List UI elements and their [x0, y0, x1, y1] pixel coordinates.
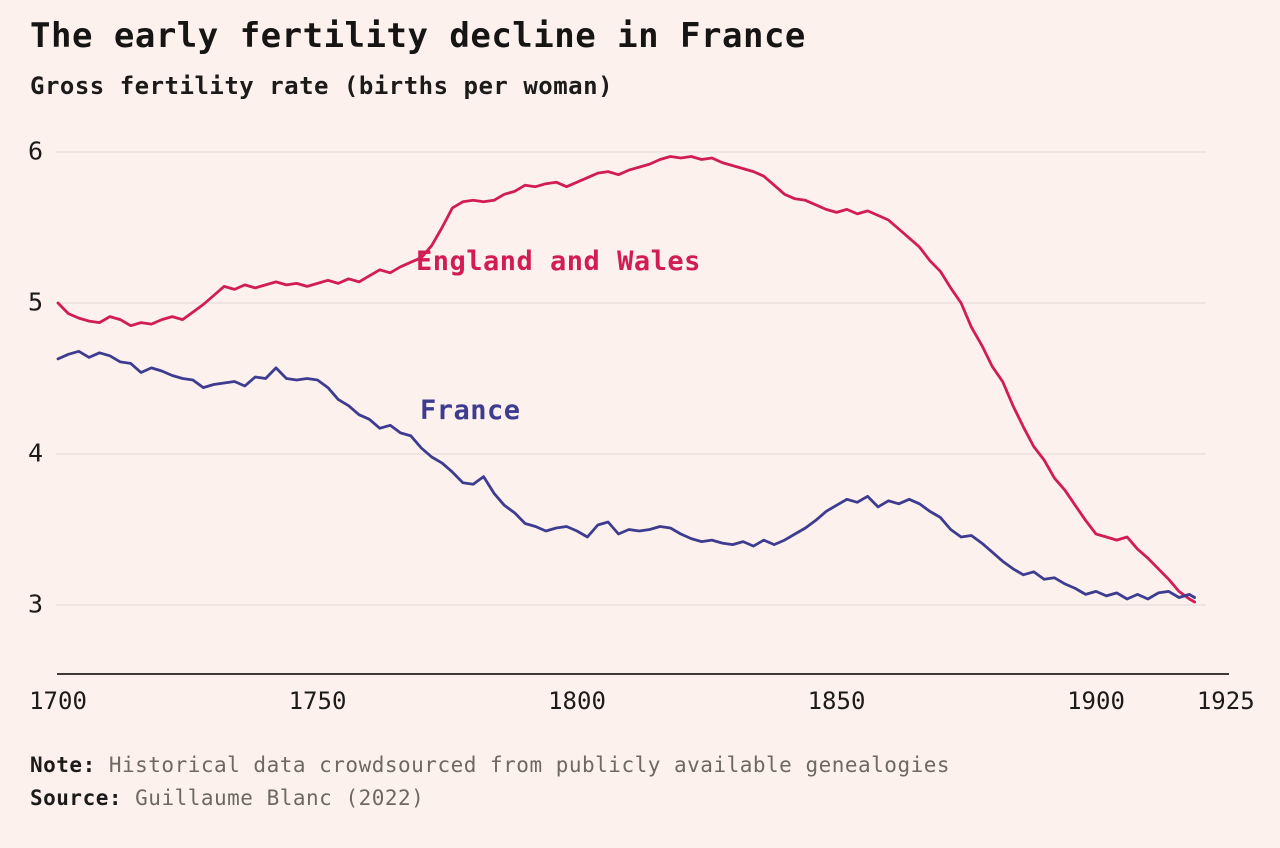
y-tick-label-5: 5 [28, 287, 44, 317]
series-label-england-and-wales: England and Wales [416, 246, 701, 277]
source-text: Guillaume Blanc (2022) [122, 786, 425, 810]
x-tick-label-1750: 1750 [288, 687, 347, 715]
x-tick-label-1900: 1900 [1067, 687, 1125, 715]
chart-subtitle: Gross fertility rate (births per woman) [30, 72, 614, 100]
chart-title: The early fertility decline in France [30, 16, 806, 56]
series-label-france: France [420, 395, 521, 426]
source-label: Source: [30, 786, 123, 810]
chart-note: Note: Historical data crowdsourced from … [30, 753, 950, 777]
chart-source: Source: Guillaume Blanc (2022) [30, 786, 424, 810]
x-tick-label-1850: 1850 [807, 687, 866, 715]
y-tick-label-4: 4 [28, 438, 44, 468]
x-tick-label-1800: 1800 [548, 687, 606, 715]
x-tick-label-1700: 1700 [29, 687, 87, 715]
note-text: Historical data crowdsourced from public… [95, 753, 951, 777]
note-label: Note: [30, 753, 96, 777]
line-england-and-wales [56, 155, 1196, 604]
y-tick-label-3: 3 [28, 589, 44, 619]
y-tick-label-6: 6 [28, 136, 44, 166]
x-tick-label-1925: 1925 [1196, 687, 1255, 715]
line-france [56, 349, 1196, 601]
